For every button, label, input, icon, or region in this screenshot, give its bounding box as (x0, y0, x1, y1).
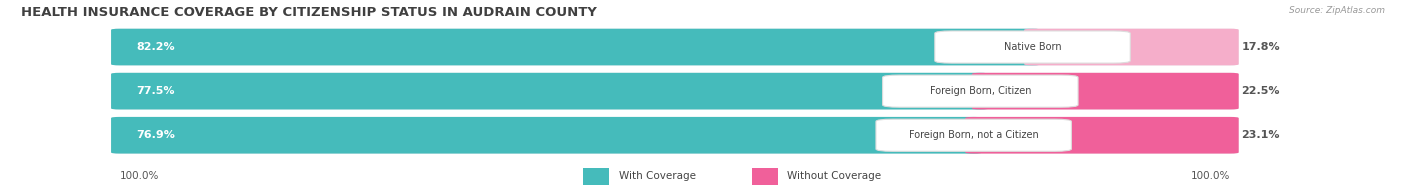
FancyBboxPatch shape (111, 29, 1040, 65)
Text: HEALTH INSURANCE COVERAGE BY CITIZENSHIP STATUS IN AUDRAIN COUNTY: HEALTH INSURANCE COVERAGE BY CITIZENSHIP… (21, 6, 598, 19)
FancyBboxPatch shape (111, 117, 983, 154)
Text: 17.8%: 17.8% (1241, 42, 1279, 52)
Text: 22.5%: 22.5% (1241, 86, 1279, 96)
FancyBboxPatch shape (883, 75, 1078, 107)
Text: With Coverage: With Coverage (619, 171, 696, 181)
Text: 82.2%: 82.2% (136, 42, 174, 52)
FancyBboxPatch shape (111, 117, 1239, 154)
FancyBboxPatch shape (111, 73, 988, 109)
FancyBboxPatch shape (972, 73, 1239, 109)
FancyBboxPatch shape (966, 117, 1239, 154)
Text: Without Coverage: Without Coverage (787, 171, 882, 181)
Text: 23.1%: 23.1% (1241, 130, 1279, 140)
Text: Foreign Born, Citizen: Foreign Born, Citizen (929, 86, 1031, 96)
Text: 100.0%: 100.0% (120, 171, 159, 181)
Text: 76.9%: 76.9% (136, 130, 176, 140)
Text: 100.0%: 100.0% (1191, 171, 1230, 181)
FancyBboxPatch shape (111, 73, 1239, 109)
FancyBboxPatch shape (111, 29, 1239, 65)
FancyBboxPatch shape (583, 168, 609, 185)
FancyBboxPatch shape (935, 31, 1130, 63)
Text: Native Born: Native Born (1004, 42, 1062, 52)
Text: Source: ZipAtlas.com: Source: ZipAtlas.com (1289, 6, 1385, 15)
FancyBboxPatch shape (1024, 29, 1239, 65)
Text: Foreign Born, not a Citizen: Foreign Born, not a Citizen (908, 130, 1039, 140)
FancyBboxPatch shape (876, 119, 1071, 151)
FancyBboxPatch shape (752, 168, 778, 185)
Text: 77.5%: 77.5% (136, 86, 174, 96)
